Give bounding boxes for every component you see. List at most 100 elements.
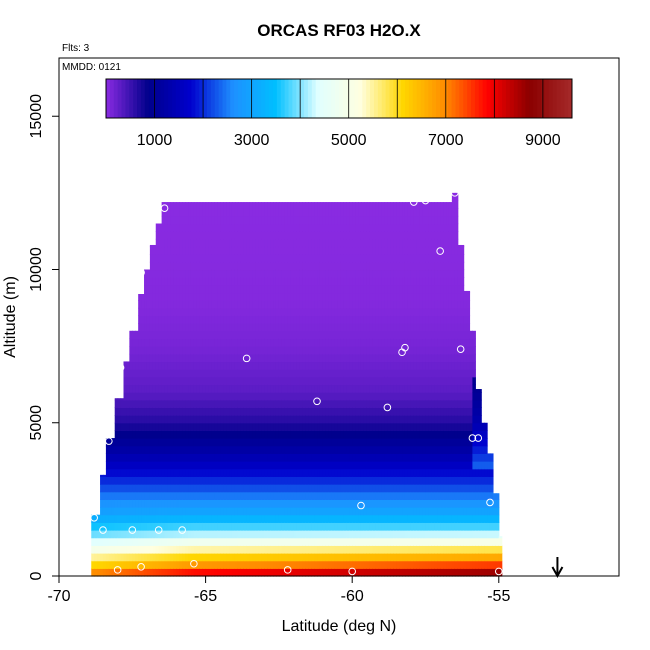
heatmap-cell — [158, 300, 163, 309]
heatmap-cell — [190, 284, 195, 294]
heatmap-cell — [170, 553, 174, 562]
heatmap-cell — [393, 284, 397, 294]
heatmap-cell — [399, 491, 403, 500]
heatmap-cell — [384, 369, 388, 378]
heatmap-cell — [196, 254, 201, 263]
heatmap-cell — [284, 491, 289, 500]
heatmap-cell — [360, 238, 365, 248]
heatmap-cell — [393, 330, 397, 340]
heatmap-cell — [384, 277, 388, 286]
heatmap-cell — [220, 323, 224, 332]
heatmap-cell — [275, 430, 280, 439]
heatmap-cell — [167, 254, 172, 263]
heatmap-cell — [246, 422, 251, 432]
heatmap-cell — [182, 461, 186, 470]
heatmap-cell — [396, 231, 400, 240]
heatmap-cell — [372, 238, 377, 248]
heatmap-cell — [311, 476, 315, 485]
heatmap-cell — [402, 361, 406, 370]
heatmap-cell — [234, 399, 239, 409]
heatmap-cell — [261, 468, 265, 477]
heatmap-cell — [404, 545, 409, 554]
heatmap-cell — [185, 353, 189, 363]
heatmap-cell — [267, 300, 271, 309]
heatmap-cell — [390, 407, 394, 416]
heatmap-cell — [369, 208, 374, 217]
heatmap-cell — [287, 376, 292, 386]
heatmap-cell — [108, 537, 113, 546]
heatmap-cell — [141, 294, 145, 301]
heatmap-cell — [305, 484, 309, 493]
heatmap-cell — [317, 568, 321, 577]
heatmap-cell — [208, 369, 213, 378]
heatmap-cell — [372, 461, 377, 470]
heatmap-cell — [264, 208, 268, 217]
heatmap-cell — [126, 522, 130, 531]
heatmap-cell — [416, 208, 421, 217]
heatmap-cell — [349, 261, 353, 271]
heatmap-cell — [120, 484, 125, 493]
heatmap-cell — [267, 277, 271, 286]
heatmap-cell — [117, 499, 122, 508]
heatmap-cell — [196, 215, 201, 225]
heatmap-cell — [407, 407, 412, 416]
heatmap-cell — [214, 430, 218, 439]
heatmap-cell — [387, 284, 391, 294]
heatmap-cell — [302, 415, 306, 424]
heatmap-cell — [334, 468, 339, 477]
heatmap-cell — [311, 376, 315, 386]
heatmap-cell — [161, 384, 166, 393]
heatmap-cell — [249, 453, 254, 462]
heatmap-cell — [296, 361, 301, 370]
heatmap-cell — [314, 323, 318, 332]
heatmap-cell — [346, 384, 350, 393]
heatmap-cell — [296, 231, 301, 240]
heatmap-cell — [302, 461, 306, 470]
heatmap-cell — [176, 407, 180, 416]
heatmap-cell — [378, 330, 383, 340]
heatmap-cell — [293, 254, 298, 263]
heatmap-cell — [337, 461, 342, 470]
heatmap-cell — [396, 491, 400, 500]
heatmap-cell — [355, 307, 359, 317]
heatmap-cell — [149, 277, 154, 286]
heatmap-cell — [202, 202, 207, 209]
heatmap-cell — [176, 461, 180, 470]
heatmap-cell — [237, 254, 242, 263]
heatmap-cell — [393, 476, 397, 485]
heatmap-cell — [299, 231, 303, 240]
heatmap-cell — [199, 445, 204, 454]
heatmap-cell — [173, 553, 177, 562]
heatmap-cell — [296, 530, 301, 539]
heatmap-cell — [135, 553, 139, 562]
heatmap-cell — [287, 453, 292, 462]
heatmap-cell — [132, 353, 136, 363]
heatmap-cell — [223, 445, 227, 454]
heatmap-cell — [340, 461, 344, 470]
heatmap-cell — [311, 292, 315, 301]
heatmap-cell — [199, 560, 204, 569]
heatmap-cell — [144, 430, 148, 439]
heatmap-cell — [287, 407, 292, 416]
heatmap-cell — [243, 202, 248, 209]
heatmap-cell — [413, 231, 418, 240]
heatmap-cell — [381, 484, 386, 493]
heatmap-cell — [360, 269, 365, 278]
heatmap-cell — [287, 545, 292, 554]
heatmap-cell — [372, 553, 377, 562]
heatmap-cell — [170, 461, 174, 470]
heatmap-cell — [384, 330, 388, 340]
heatmap-cell — [129, 338, 133, 347]
heatmap-cell — [416, 353, 421, 363]
heatmap-cell — [390, 499, 394, 508]
heatmap-cell — [138, 560, 142, 569]
heatmap-cell — [287, 361, 292, 370]
heatmap-cell — [363, 361, 368, 370]
heatmap-cell — [299, 545, 303, 554]
heatmap-cell — [293, 269, 298, 278]
heatmap-cell — [410, 330, 415, 340]
heatmap-cell — [375, 353, 380, 363]
heatmap-cell — [132, 445, 136, 454]
heatmap-cell — [363, 445, 368, 454]
heatmap-cell — [372, 284, 377, 294]
